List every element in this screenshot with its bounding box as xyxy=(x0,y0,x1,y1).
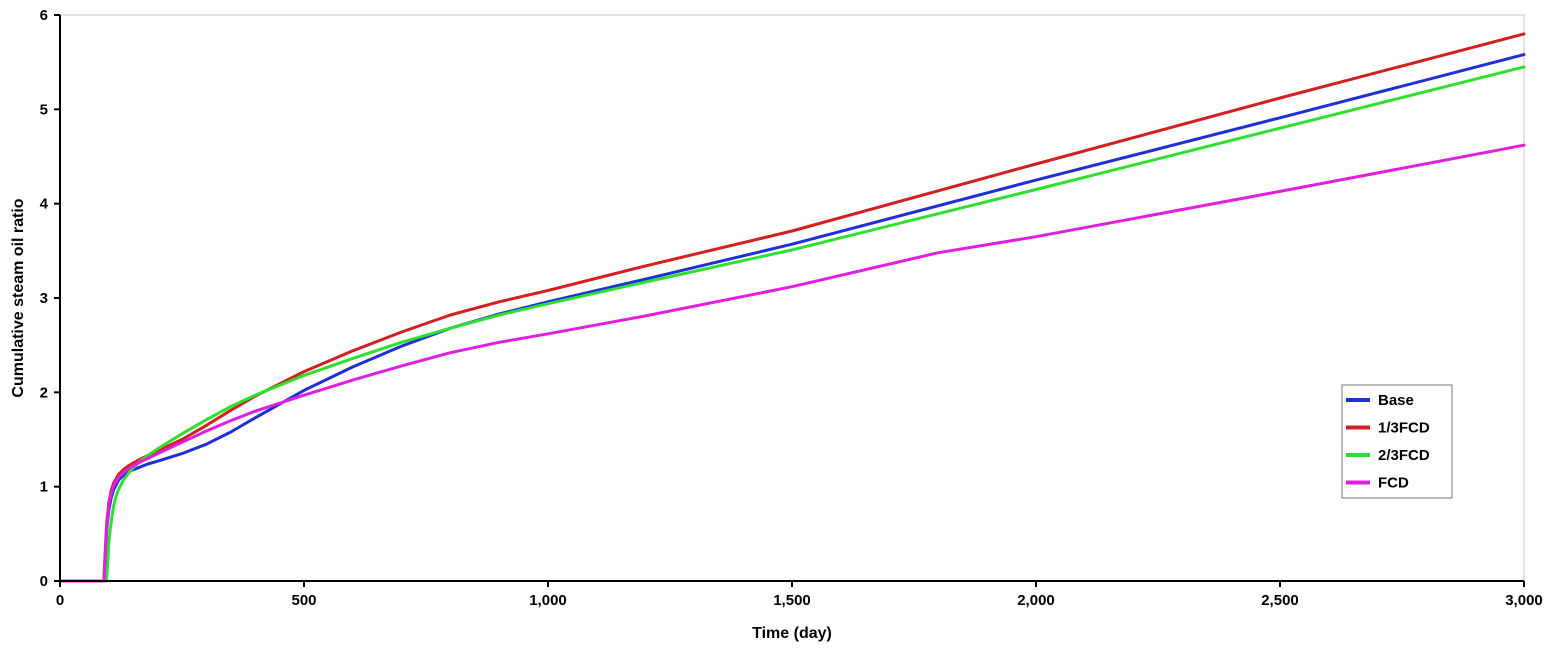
legend-box xyxy=(1341,384,1453,499)
x-axis-title: Time (day) xyxy=(752,625,832,642)
x-tick-label: 0 xyxy=(56,592,64,609)
y-tick-label: 6 xyxy=(40,7,48,24)
x-tick-label: 2,500 xyxy=(1261,592,1299,609)
legend-label: FCD xyxy=(1378,475,1409,492)
y-tick-label: 0 xyxy=(40,573,48,590)
y-tick-label: 5 xyxy=(40,101,48,118)
x-tick-label: 500 xyxy=(291,592,316,609)
legend-label: 1/3FCD xyxy=(1378,420,1430,437)
series-line-3 xyxy=(58,65,1526,583)
axes-layer: 0 500 1,000 1,500 2,000 2,500 3,000 0 1 2 3 4 5 6 xyxy=(40,7,1543,609)
x-tick-label: 1,000 xyxy=(529,592,567,609)
legend-label: Base xyxy=(1378,392,1414,409)
y-tick-label: 4 xyxy=(40,196,49,213)
x-tick-label: 1,500 xyxy=(773,592,811,609)
x-tick-label: 3,000 xyxy=(1505,592,1543,609)
y-axis-title: Cumulative steam oil ratio xyxy=(10,198,27,397)
series-layer xyxy=(58,32,1526,583)
y-tick-label: 3 xyxy=(40,290,48,307)
x-tick-label: 2,000 xyxy=(1017,592,1055,609)
legend: Base 1/3FCD 2/3FCD FCD xyxy=(1341,384,1453,499)
y-tick-label: 1 xyxy=(40,479,48,496)
legend-label: 2/3FCD xyxy=(1378,447,1430,464)
y-tick-label: 2 xyxy=(40,384,48,401)
series-line-4 xyxy=(58,143,1526,583)
